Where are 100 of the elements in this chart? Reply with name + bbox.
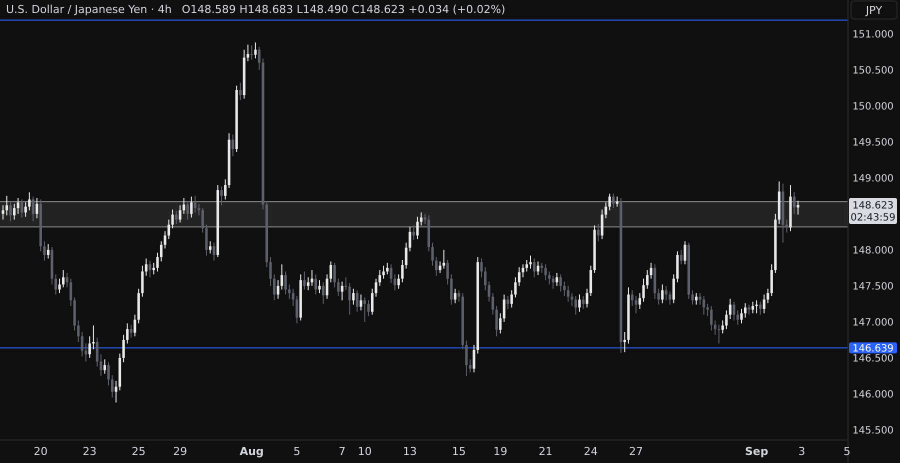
- chart-subtitle: O148.589 H148.683 L148.490 C148.623 +0.034 (+0.02%): [182, 3, 506, 16]
- candlestick: [326, 274, 328, 300]
- candlestick: [126, 322, 129, 344]
- candlestick: [182, 198, 186, 214]
- candlestick: [732, 301, 736, 321]
- candlestick: [590, 265, 592, 296]
- candlestick: [103, 358, 106, 374]
- candlestick: [114, 380, 118, 404]
- candlestick: [668, 291, 672, 306]
- x-tick-label: 13: [402, 445, 417, 458]
- candlestick: [766, 288, 770, 304]
- candlestick: [718, 324, 720, 344]
- x-tick-label: 23: [82, 445, 97, 458]
- candlestick: [536, 260, 540, 276]
- candlestick: [762, 294, 766, 314]
- candlestick: [62, 270, 65, 288]
- x-tick-label: 19: [493, 445, 508, 458]
- candlestick: [570, 292, 574, 307]
- candlestick: [450, 274, 453, 306]
- candlestick: [194, 195, 196, 213]
- candlestick: [250, 44, 253, 60]
- candlestick: [566, 285, 570, 302]
- candlestick: [748, 304, 750, 316]
- candlestick: [540, 262, 544, 274]
- candlestick: [698, 292, 702, 306]
- candlestick: [246, 44, 250, 62]
- candlestick: [510, 290, 513, 308]
- x-tick-label: 7: [338, 445, 346, 458]
- candlestick: [58, 278, 61, 294]
- candlestick: [107, 362, 110, 386]
- candlestick: [721, 320, 724, 334]
- candlestick: [529, 255, 532, 270]
- candlestick: [634, 295, 638, 314]
- y-tick-label: 145.500: [852, 425, 894, 436]
- candlestick: [676, 250, 679, 283]
- x-tick-label: 10: [358, 445, 372, 458]
- candlestick: [420, 212, 423, 226]
- candlestick: [340, 281, 344, 301]
- candlestick: [755, 300, 758, 314]
- candlestick: [70, 278, 72, 307]
- ref-line-label: 146.639: [852, 343, 894, 354]
- candlestick: [484, 266, 487, 291]
- candlestick: [310, 270, 314, 286]
- candlestick: [702, 295, 706, 316]
- candlestick: [695, 292, 698, 306]
- candlestick: [390, 264, 392, 284]
- candlestick: [623, 331, 626, 353]
- candlestick: [352, 288, 355, 306]
- candlestick: [544, 264, 547, 281]
- candlestick: [582, 295, 585, 310]
- candlestick: [563, 281, 566, 296]
- candlestick: [664, 285, 668, 301]
- chart-title: U.S. Dollar / Japanese Yen · 4h: [6, 3, 172, 16]
- x-tick-label: 5: [293, 445, 300, 458]
- candlestick: [495, 306, 498, 337]
- candlestick: [642, 278, 645, 302]
- candlestick: [198, 203, 200, 216]
- candlestick: [661, 284, 664, 304]
- candlestick: [306, 276, 310, 291]
- candlestick: [608, 193, 611, 211]
- candlestick: [314, 274, 318, 296]
- text: 02:43:59: [850, 212, 896, 224]
- candlestick: [20, 198, 24, 218]
- candlestick: [408, 226, 412, 252]
- candlestick: [785, 219, 788, 234]
- candlestick: [740, 308, 743, 324]
- candlestick: [397, 274, 400, 290]
- candlestick: [710, 306, 713, 332]
- x-tick-label: 25: [132, 445, 146, 458]
- y-tick-label: 150.500: [852, 65, 894, 76]
- candlestick: [684, 240, 686, 265]
- candlestick: [84, 343, 88, 362]
- candlestick: [152, 262, 155, 275]
- candlestick: [386, 262, 389, 275]
- candlestick: [110, 374, 114, 398]
- candlestick: [333, 262, 336, 288]
- y-tick-label: 149.500: [852, 137, 894, 148]
- candlestick: [28, 192, 31, 211]
- candlestick: [465, 340, 468, 376]
- candlestick: [616, 196, 618, 208]
- candlestick: [412, 224, 415, 240]
- x-tick-label: 20: [34, 445, 48, 458]
- candlestick: [239, 82, 242, 101]
- candlestick: [77, 320, 80, 343]
- candlestick: [638, 292, 642, 310]
- candlestick: [171, 209, 174, 229]
- candlestick: [100, 354, 102, 376]
- candlestick: [46, 244, 50, 260]
- candlestick: [586, 288, 588, 308]
- candlestick: [9, 200, 12, 222]
- x-tick-label: 3: [798, 445, 806, 458]
- candlestick: [424, 213, 426, 224]
- candlestick: [604, 202, 608, 219]
- x-tick-label: 21: [538, 445, 553, 458]
- x-tick-label: 24: [584, 445, 598, 458]
- candlestick: [416, 216, 419, 240]
- candlestick: [66, 272, 68, 288]
- candlestick: [43, 240, 46, 262]
- candlestick: [96, 337, 98, 368]
- candlestick: [382, 265, 385, 280]
